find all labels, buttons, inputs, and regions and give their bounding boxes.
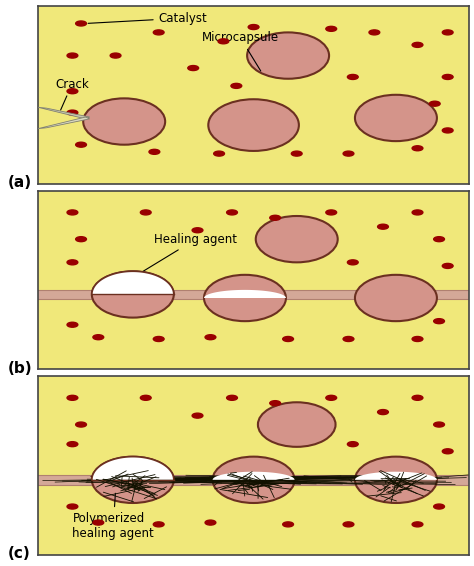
Ellipse shape	[326, 210, 337, 215]
Ellipse shape	[153, 522, 164, 527]
Ellipse shape	[231, 83, 242, 88]
Text: Catalyst: Catalyst	[88, 12, 208, 25]
Ellipse shape	[205, 335, 216, 340]
Ellipse shape	[347, 260, 358, 265]
Ellipse shape	[93, 520, 104, 525]
Ellipse shape	[67, 322, 78, 327]
Ellipse shape	[292, 151, 302, 156]
Ellipse shape	[326, 395, 337, 400]
Text: Microcapsule: Microcapsule	[202, 31, 279, 71]
Ellipse shape	[270, 401, 281, 406]
Ellipse shape	[140, 210, 151, 215]
Ellipse shape	[192, 413, 203, 418]
Ellipse shape	[343, 151, 354, 156]
Ellipse shape	[434, 319, 445, 324]
Ellipse shape	[442, 128, 453, 133]
Ellipse shape	[67, 260, 78, 265]
Ellipse shape	[208, 99, 299, 151]
Ellipse shape	[83, 98, 165, 145]
Ellipse shape	[442, 263, 453, 268]
Ellipse shape	[442, 30, 453, 35]
Ellipse shape	[110, 53, 121, 58]
Ellipse shape	[412, 146, 423, 151]
Ellipse shape	[67, 210, 78, 215]
Ellipse shape	[213, 457, 294, 503]
Ellipse shape	[227, 395, 237, 400]
Ellipse shape	[92, 457, 174, 503]
Bar	[29, 475, 474, 484]
Ellipse shape	[67, 53, 78, 58]
Polygon shape	[204, 290, 286, 298]
Ellipse shape	[283, 337, 293, 341]
Ellipse shape	[434, 504, 445, 509]
Ellipse shape	[429, 101, 440, 106]
Ellipse shape	[76, 422, 86, 427]
Ellipse shape	[256, 216, 337, 263]
Ellipse shape	[76, 21, 86, 26]
Ellipse shape	[378, 224, 388, 229]
Ellipse shape	[204, 275, 286, 321]
Ellipse shape	[247, 32, 329, 79]
Ellipse shape	[412, 395, 423, 400]
Ellipse shape	[412, 210, 423, 215]
Ellipse shape	[153, 337, 164, 341]
Ellipse shape	[76, 237, 86, 242]
Polygon shape	[92, 271, 174, 294]
Ellipse shape	[214, 151, 225, 156]
Ellipse shape	[355, 457, 437, 503]
Ellipse shape	[67, 110, 78, 115]
Ellipse shape	[347, 441, 358, 447]
Ellipse shape	[283, 522, 293, 527]
Ellipse shape	[76, 142, 86, 147]
Text: Healing agent: Healing agent	[131, 233, 237, 278]
Ellipse shape	[270, 215, 281, 220]
Ellipse shape	[442, 75, 453, 79]
Ellipse shape	[67, 441, 78, 447]
Ellipse shape	[140, 395, 151, 400]
Ellipse shape	[347, 75, 358, 79]
Bar	[29, 290, 474, 299]
Text: Crack: Crack	[55, 78, 89, 110]
Ellipse shape	[355, 275, 437, 321]
Ellipse shape	[412, 42, 423, 48]
Ellipse shape	[434, 422, 445, 427]
Ellipse shape	[67, 395, 78, 400]
Ellipse shape	[153, 30, 164, 35]
Ellipse shape	[369, 30, 380, 35]
Ellipse shape	[343, 337, 354, 341]
Polygon shape	[213, 471, 294, 480]
Polygon shape	[92, 457, 174, 480]
Ellipse shape	[412, 522, 423, 527]
Ellipse shape	[434, 237, 445, 242]
Text: Polymerized
healing agent: Polymerized healing agent	[73, 494, 154, 540]
Ellipse shape	[378, 410, 388, 414]
Polygon shape	[38, 117, 90, 128]
Ellipse shape	[343, 522, 354, 527]
Ellipse shape	[227, 210, 237, 215]
Ellipse shape	[188, 66, 199, 71]
Ellipse shape	[92, 271, 174, 318]
Ellipse shape	[93, 335, 104, 340]
Ellipse shape	[205, 520, 216, 525]
Ellipse shape	[442, 449, 453, 454]
Ellipse shape	[248, 24, 259, 29]
Ellipse shape	[67, 504, 78, 509]
Polygon shape	[355, 471, 437, 480]
Text: (b): (b)	[8, 361, 32, 376]
Ellipse shape	[192, 228, 203, 233]
Ellipse shape	[412, 337, 423, 341]
Text: (a): (a)	[8, 175, 32, 191]
Ellipse shape	[67, 89, 78, 94]
Ellipse shape	[149, 149, 160, 155]
Text: (c): (c)	[8, 546, 30, 561]
Ellipse shape	[326, 27, 337, 31]
Ellipse shape	[258, 402, 336, 447]
Ellipse shape	[355, 95, 437, 141]
Ellipse shape	[218, 39, 229, 44]
Polygon shape	[38, 108, 90, 119]
